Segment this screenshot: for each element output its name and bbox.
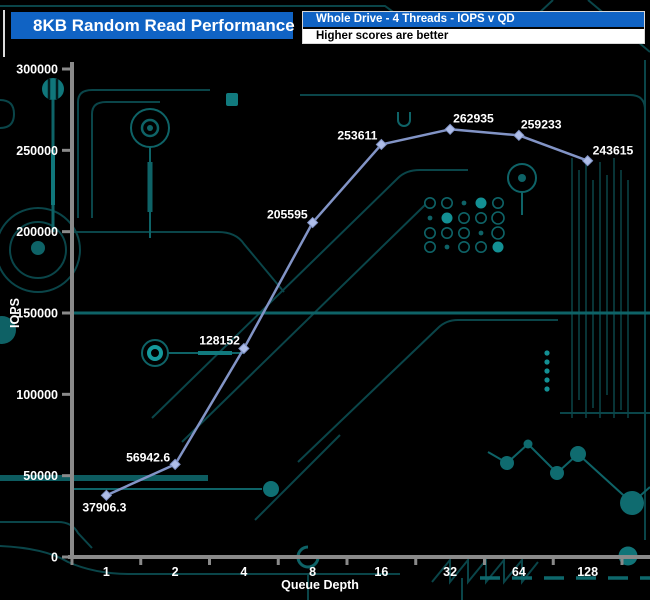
data-point-label: 262935 [453,111,494,125]
x-axis-tick-label: 1 [103,565,110,579]
y-axis-title: IOPS [8,298,22,328]
x-axis-tick-label: 64 [512,565,526,579]
data-point-label: 243615 [593,144,634,158]
data-point-label: 128152 [199,334,240,348]
x-axis-tick-label: 4 [240,565,247,579]
data-point-marker [238,342,250,355]
data-point-label: 253611 [337,128,377,142]
data-point-marker [581,155,594,167]
data-point-marker [513,129,525,142]
y-axis-tick-label: 0 [51,551,58,565]
x-axis-tick-label: 16 [374,565,388,579]
x-axis-tick-label: 128 [577,565,598,579]
y-axis-tick-label: 250000 [16,144,58,158]
y-axis-tick-label: 200000 [16,225,58,239]
chart-plot-area: 0 50000 100000 150000 200000 250000 300000 1 2 4 8… [8,62,650,592]
x-axis-title: Queue Depth [281,578,359,592]
y-axis-tick-label: 50000 [23,469,58,483]
data-point-label: 259233 [521,117,562,131]
data-point-label: 205595 [267,208,308,222]
y-axis-tick-label: 100000 [16,388,58,402]
y-axis-tick-label: 150000 [16,307,58,321]
chart-title: 8KB Random Read Performance [33,16,295,35]
x-axis-tick-label: 8 [309,565,316,579]
x-axis-tick-label: 2 [172,565,179,579]
data-point-label: 37906.3 [82,500,126,514]
legend-box: Whole Drive - 4 Threads - IOPS v QD High… [302,11,645,44]
data-point-label: 56942.6 [126,450,170,464]
data-point-marker [444,123,456,135]
legend-note: Higher scores are better [303,29,644,43]
x-axis-tick-label: 32 [443,565,457,579]
data-point-marker [375,138,388,151]
chart-title-bar: 8KB Random Read Performance [11,12,295,39]
data-point-marker [169,458,181,471]
y-axis-tick-label: 300000 [16,63,58,77]
data-point-marker [100,489,113,502]
legend-subtitle: Whole Drive - 4 Threads - IOPS v QD [303,12,644,29]
data-point-marker [306,216,319,229]
series-line [105,128,589,497]
